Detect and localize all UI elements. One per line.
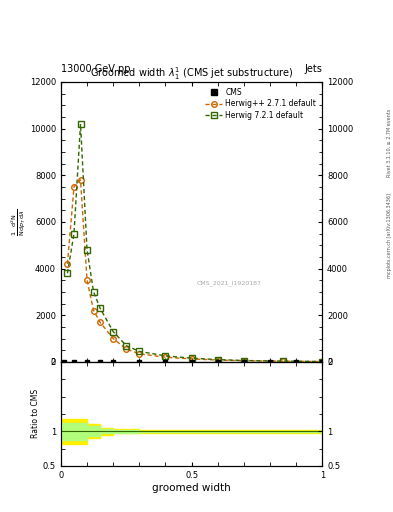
Text: CMS_2021_I1920187: CMS_2021_I1920187	[197, 281, 262, 286]
Text: Jets: Jets	[305, 64, 322, 74]
Text: Rivet 3.1.10, ≥ 2.7M events: Rivet 3.1.10, ≥ 2.7M events	[387, 109, 392, 178]
Text: 13000 GeV pp: 13000 GeV pp	[61, 64, 130, 74]
X-axis label: groomed width: groomed width	[152, 482, 231, 493]
Title: Groomed width $\lambda_1^1$ (CMS jet substructure): Groomed width $\lambda_1^1$ (CMS jet sub…	[90, 65, 293, 82]
Text: mcplots.cern.ch [arXiv:1306.3436]: mcplots.cern.ch [arXiv:1306.3436]	[387, 193, 392, 278]
Y-axis label: Ratio to CMS: Ratio to CMS	[31, 389, 40, 438]
Y-axis label: $\frac{1}{\mathrm{N}} \frac{\mathrm{d}^2\mathrm{N}}{\mathrm{d}p_{T}\, \mathrm{d}: $\frac{1}{\mathrm{N}} \frac{\mathrm{d}^2…	[10, 208, 28, 236]
Legend: CMS, Herwig++ 2.7.1 default, Herwig 7.2.1 default: CMS, Herwig++ 2.7.1 default, Herwig 7.2.…	[203, 86, 318, 122]
